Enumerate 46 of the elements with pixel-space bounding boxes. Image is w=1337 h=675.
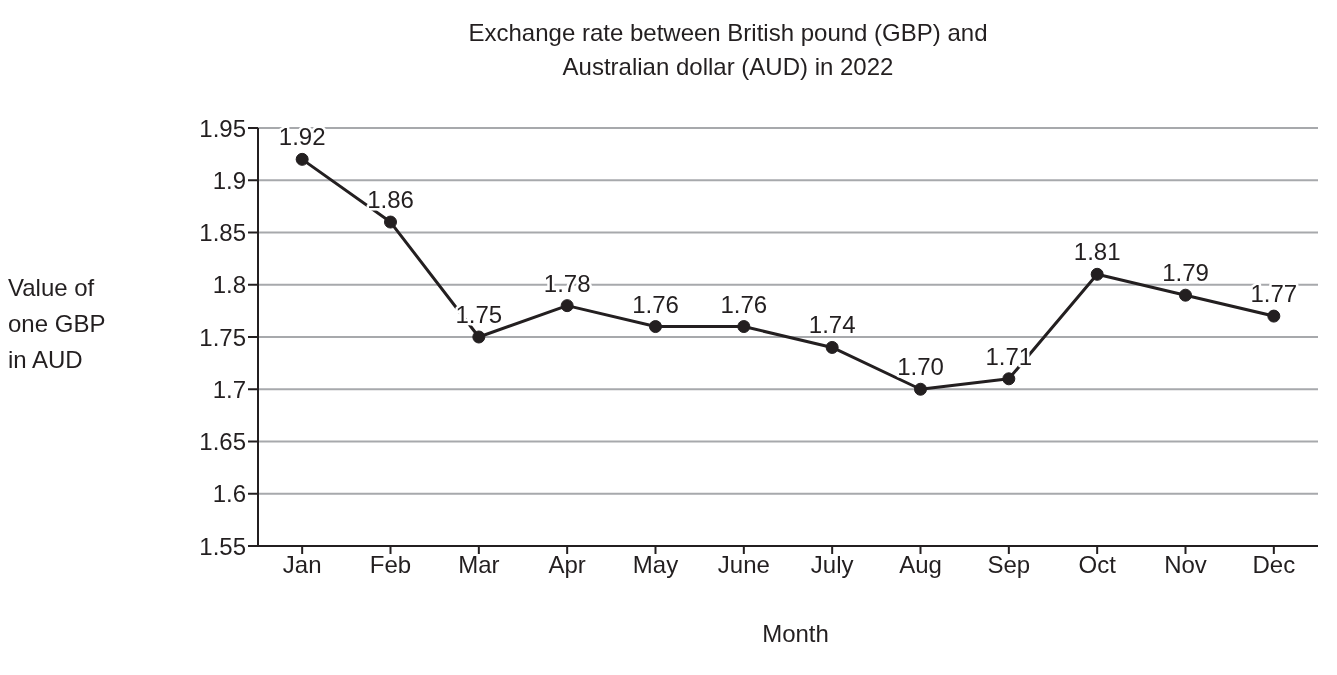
x-tick-label: Aug (899, 551, 942, 579)
data-label: 1.86 (367, 186, 414, 214)
point (1002, 372, 1016, 386)
x-tick-label: Feb (369, 551, 412, 579)
data-label: 1.92 (278, 123, 326, 151)
y-tick-label: 1.85 (199, 219, 246, 247)
x-tick-label: May (632, 551, 679, 579)
y-tick-label: 1.7 (212, 375, 246, 403)
x-tick-label: Nov (1164, 551, 1207, 579)
x-axis-title: Month (761, 620, 830, 648)
y-tick-label: 1.75 (199, 323, 246, 351)
y-tick-label: 1.95 (199, 114, 246, 142)
data-label: 1.76 (632, 290, 679, 318)
x-tick-label: Apr (548, 551, 586, 579)
data-label: 1.77 (1250, 280, 1298, 308)
point (737, 320, 751, 334)
y-axis-title: Value of one GBP in AUD (8, 273, 106, 375)
y-tick-label: 1.6 (212, 480, 246, 508)
x-tick-label: Dec (1252, 551, 1296, 579)
data-label: 1.74 (808, 311, 856, 339)
x-tick-label: Oct (1078, 551, 1117, 579)
point (825, 340, 839, 354)
point (1179, 288, 1192, 302)
point (472, 330, 486, 344)
y-tick-label: 1.55 (199, 532, 246, 560)
x-tick-label: Mar (458, 551, 500, 579)
data-label: 1.79 (1162, 259, 1209, 287)
y-tick-label: 1.8 (212, 271, 246, 299)
point (914, 382, 927, 396)
point (1267, 309, 1281, 323)
point (560, 299, 574, 313)
data-label: 1.70 (897, 353, 944, 381)
data-label: 1.81 (1073, 238, 1121, 266)
point (384, 215, 397, 229)
point (649, 320, 662, 334)
x-tick-label: July (810, 551, 854, 579)
point (1090, 267, 1104, 281)
x-tick-label: June (717, 551, 770, 579)
chart-title: Exchange rate between British pound (GBP) and Australian dollar (AUD) in 2022 (467, 18, 989, 82)
data-label: 1.76 (720, 290, 768, 318)
y-tick-label: 1.9 (212, 166, 246, 194)
x-tick-label: Sep (987, 551, 1031, 579)
point (295, 152, 309, 166)
x-tick-label: Jan (282, 551, 322, 579)
data-label: 1.78 (543, 269, 591, 297)
y-tick-label: 1.65 (199, 428, 246, 456)
